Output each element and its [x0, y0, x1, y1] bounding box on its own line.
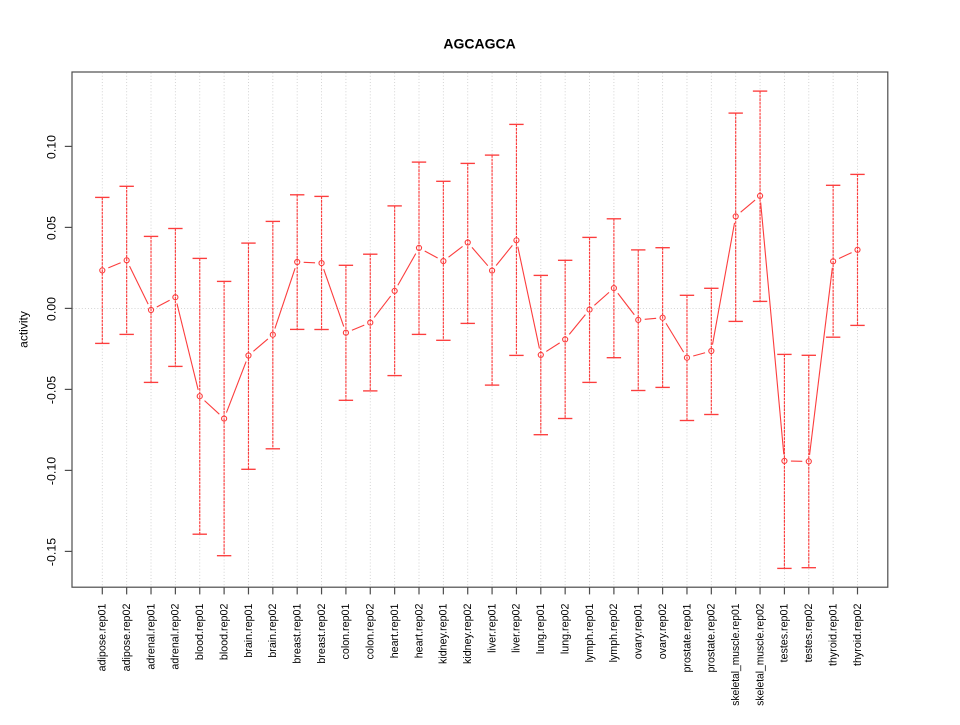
svg-text:liver.rep01: liver.rep01: [486, 604, 498, 653]
svg-text:kidney.rep01: kidney.rep01: [438, 604, 450, 664]
svg-text:lung.rep01: lung.rep01: [535, 604, 547, 655]
svg-text:skeletal_muscle.rep01: skeletal_muscle.rep01: [730, 604, 742, 706]
svg-text:adipose.rep01: adipose.rep01: [97, 604, 109, 672]
svg-text:thyroid.rep01: thyroid.rep01: [827, 604, 839, 666]
svg-text:testes.rep01: testes.rep01: [779, 604, 791, 663]
svg-text:ovary.rep01: ovary.rep01: [633, 604, 645, 660]
svg-text:blood.rep02: blood.rep02: [218, 604, 230, 661]
svg-text:lung.rep02: lung.rep02: [559, 604, 571, 655]
svg-text:blood.rep01: blood.rep01: [194, 604, 206, 661]
svg-text:ovary.rep02: ovary.rep02: [657, 604, 669, 660]
svg-text:adrenal.rep01: adrenal.rep01: [145, 604, 157, 670]
svg-text:heart.rep01: heart.rep01: [389, 604, 401, 659]
svg-text:liver.rep02: liver.rep02: [511, 604, 523, 653]
svg-text:0.00: 0.00: [45, 297, 59, 321]
svg-text:AGCAGCA: AGCAGCA: [443, 35, 515, 51]
svg-text:colon.rep01: colon.rep01: [340, 604, 352, 660]
svg-text:lymph.rep02: lymph.rep02: [608, 604, 620, 663]
svg-text:-0.05: -0.05: [45, 376, 59, 404]
svg-text:prostate.rep01: prostate.rep01: [681, 604, 693, 673]
svg-text:breast.rep02: breast.rep02: [316, 604, 328, 664]
svg-text:activity: activity: [16, 311, 30, 348]
svg-text:thyroid.rep02: thyroid.rep02: [852, 604, 864, 666]
svg-text:heart.rep02: heart.rep02: [413, 604, 425, 659]
svg-text:prostate.rep02: prostate.rep02: [706, 604, 718, 673]
svg-text:adipose.rep02: adipose.rep02: [121, 604, 133, 672]
svg-text:skeletal_muscle.rep02: skeletal_muscle.rep02: [754, 604, 766, 706]
svg-text:0.10: 0.10: [45, 135, 59, 159]
svg-text:adrenal.rep02: adrenal.rep02: [170, 604, 182, 670]
svg-text:kidney.rep02: kidney.rep02: [462, 604, 474, 664]
svg-text:brain.rep02: brain.rep02: [267, 604, 279, 658]
svg-text:-0.15: -0.15: [45, 538, 59, 566]
svg-text:brain.rep01: brain.rep01: [243, 604, 255, 658]
svg-text:0.05: 0.05: [45, 216, 59, 240]
svg-text:lymph.rep01: lymph.rep01: [584, 604, 596, 663]
svg-text:testes.rep02: testes.rep02: [803, 604, 815, 663]
svg-text:-0.10: -0.10: [45, 457, 59, 485]
svg-text:breast.rep01: breast.rep01: [291, 604, 303, 664]
svg-text:colon.rep02: colon.rep02: [365, 604, 377, 660]
